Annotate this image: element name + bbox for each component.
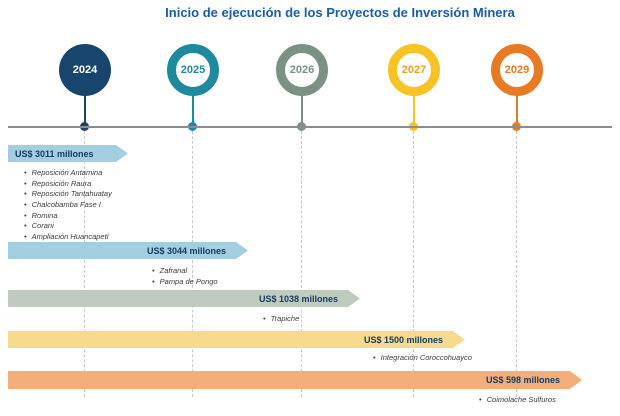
year-connector-2027 [413,95,415,124]
gridline-2025 [192,131,193,397]
year-circle-2027: 2027 [388,44,440,96]
project-item: Trapiche [263,315,300,323]
project-list-2029: Coimolache Sulfuros [479,396,556,407]
project-item: Integración Coroccohuayco [373,354,472,362]
phase-bar-2029: US$ 598 millones [8,371,582,389]
year-circle-2026: 2026 [276,44,328,96]
project-list-2026: Trapiche [263,315,300,326]
year-connector-2029 [516,95,518,124]
phase-bar-2027: US$ 1500 millones [8,331,465,348]
year-label: 2026 [289,64,315,76]
year-circle-2024: 2024 [59,44,111,96]
project-item: Coimolache Sulfuros [479,396,556,404]
amount-label-2026: US$ 1038 millones [258,293,338,304]
year-label: 2029 [504,64,530,76]
gridline-2026 [301,131,302,397]
amount-label-2025: US$ 3044 millones [146,245,226,256]
chart-title: Inicio de ejecución de los Proyectos de … [165,5,515,20]
project-list-2025: Zafranal Pampa de Pongo [152,267,218,288]
project-item: Reposición Raura [24,179,112,188]
project-list-2027: Integración Coroccohuayco [373,354,472,365]
project-item: Corani [24,222,112,230]
project-item: Chalcobamba Fase I [24,201,112,209]
project-item: Reposición Tantahuatay [24,190,112,198]
year-label: 2027 [401,64,427,76]
amount-label-2027: US$ 1500 millones [363,334,443,345]
amount-label-2029: US$ 598 millones [485,375,560,385]
year-circle-2025: 2025 [167,44,219,96]
year-connector-2025 [192,95,194,124]
year-circle-2029: 2029 [491,44,543,96]
gridline-2029 [516,131,517,397]
project-item: Reposición Antamina [24,169,112,177]
project-item: Pampa de Pongo [152,277,218,286]
phase-bar-2024: US$ 3011 millones [8,145,128,162]
gridline-2024 [84,131,85,397]
project-item: Romina [24,212,112,220]
project-list-2024: Reposición Antamina Reposición Raura Rep… [24,169,112,244]
phase-bar-2025: US$ 3044 millones [8,242,248,259]
year-label: 2025 [180,64,206,76]
year-connector-2024 [84,95,86,124]
phase-bar-2026: US$ 1038 millones [8,290,360,307]
year-label: 2024 [72,64,98,76]
year-connector-2026 [301,95,303,124]
project-item: Zafranal [152,267,218,275]
gridline-2027 [413,131,414,397]
amount-label-2024: US$ 3011 millones [15,148,94,159]
timeline-axis [8,126,612,128]
project-item: Ampliación Huancapetí [24,233,112,241]
